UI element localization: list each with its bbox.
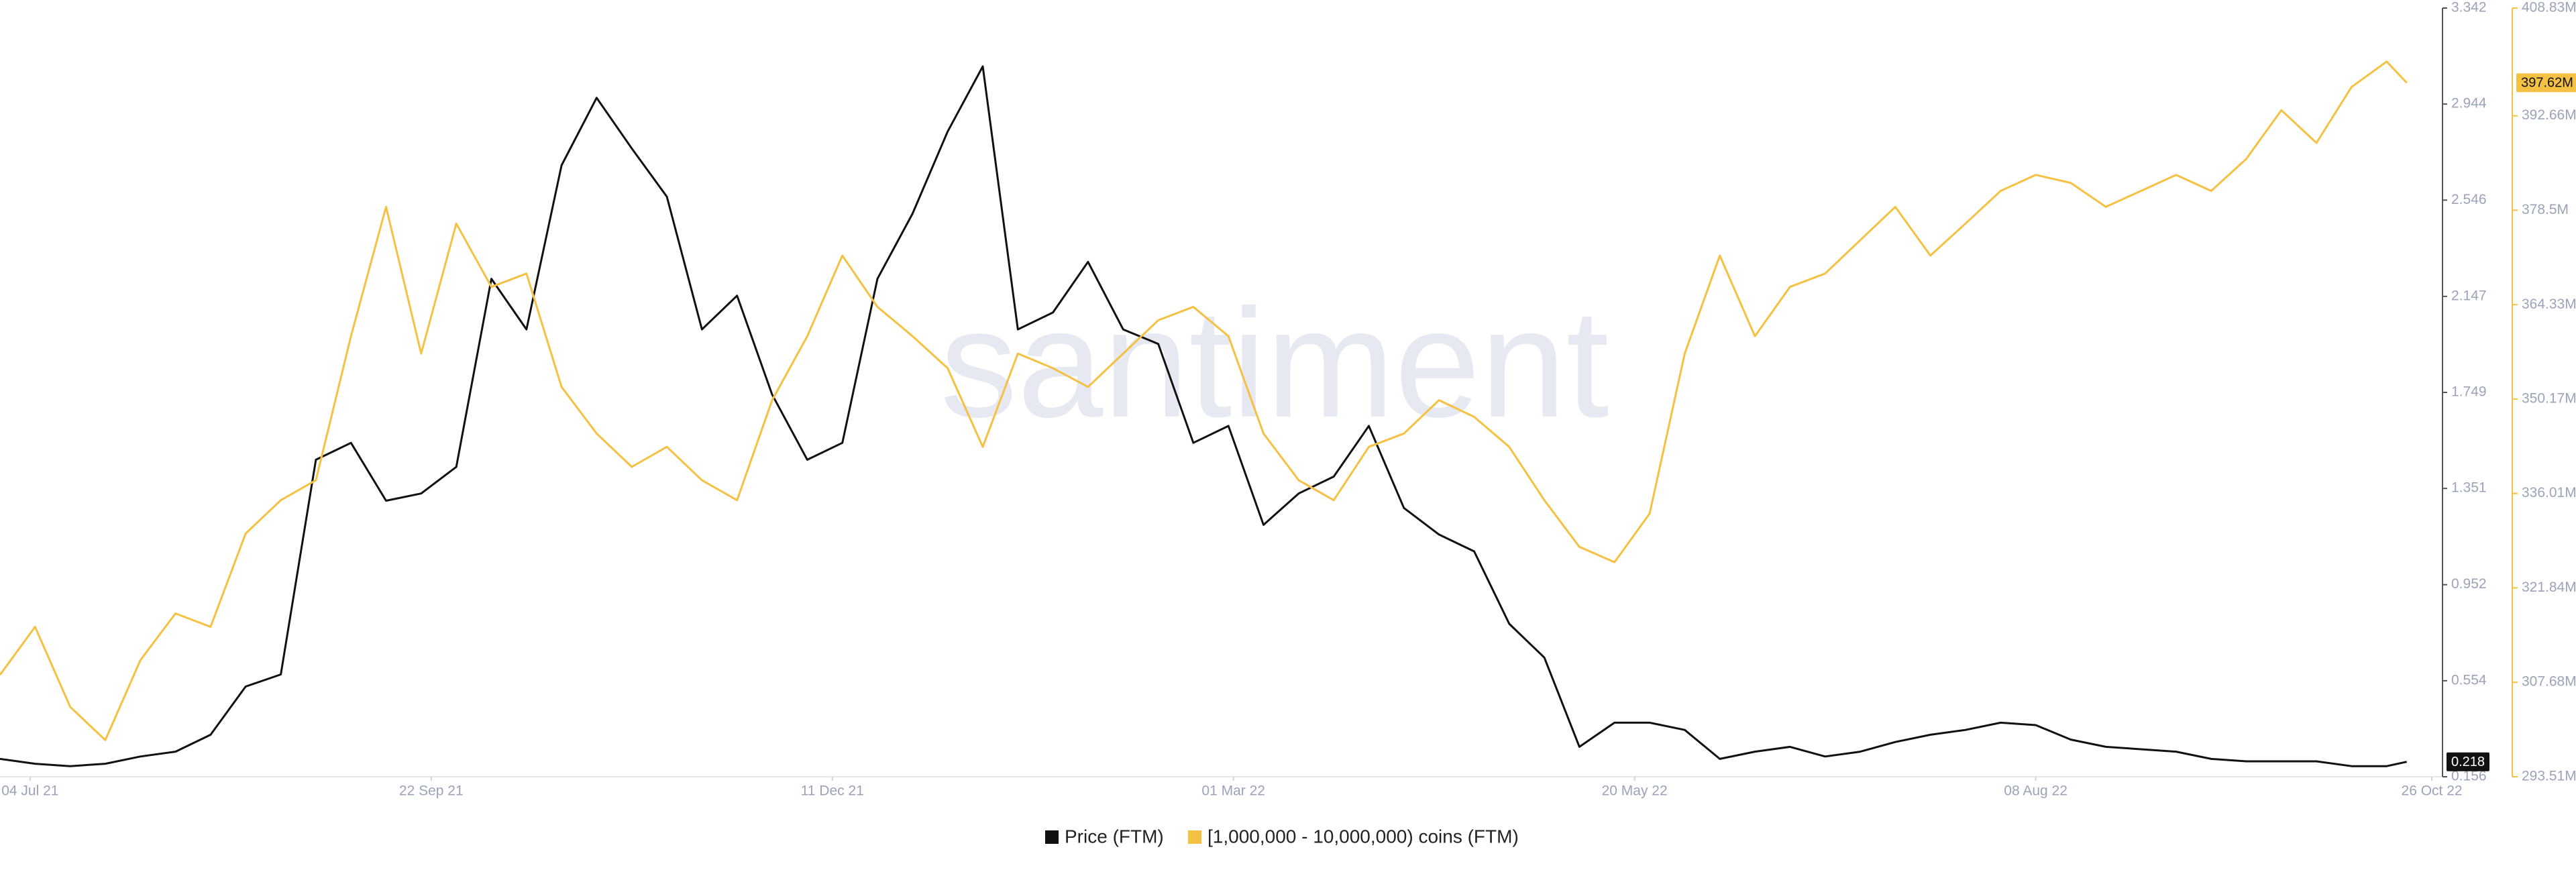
- series-line: [0, 60, 2408, 741]
- watermark: santiment: [940, 277, 1609, 449]
- y-tick-label: 1.351: [2451, 480, 2487, 496]
- legend-label: Price (FTM): [1065, 826, 1164, 847]
- y-tick-label: 2.147: [2451, 288, 2487, 303]
- y-tick-label: 2.546: [2451, 192, 2487, 207]
- y2-tick-label: 408.83M: [2522, 0, 2576, 15]
- y2-tick-label: 350.17M: [2522, 390, 2576, 406]
- x-tick-label: 26 Oct 22: [2402, 783, 2463, 799]
- series-line: [0, 65, 2408, 767]
- y-tick-label: 3.342: [2451, 0, 2487, 15]
- y2-tick-label: 321.84M: [2522, 580, 2576, 595]
- legend-swatch: [1045, 830, 1059, 844]
- x-tick-label: 20 May 22: [1602, 783, 1668, 799]
- y2-tick-label: 336.01M: [2522, 485, 2576, 500]
- legend-label: [1,000,000 - 10,000,000) coins (FTM): [1208, 826, 1519, 847]
- x-tick-label: 01 Mar 22: [1201, 783, 1265, 799]
- value-label: 397.62M: [2521, 76, 2573, 91]
- x-tick-label: 11 Dec 21: [801, 783, 864, 799]
- y2-tick-label: 364.33M: [2522, 296, 2576, 312]
- y-tick-label: 1.749: [2451, 384, 2487, 400]
- y2-tick-label: 307.68M: [2522, 674, 2576, 690]
- y2-tick-label: 392.66M: [2522, 107, 2576, 123]
- y-tick-label: 2.944: [2451, 96, 2487, 111]
- y-tick-label: 0.156: [2451, 769, 2487, 784]
- y-tick-label: 0.952: [2451, 576, 2487, 592]
- value-label: 0.218: [2451, 755, 2485, 769]
- value-label-box: [2516, 73, 2576, 93]
- x-tick-label: 04 Jul 21: [1, 783, 58, 799]
- legend-swatch: [1188, 830, 1201, 844]
- y2-tick-label: 378.5M: [2522, 202, 2569, 217]
- y-tick-label: 0.554: [2451, 672, 2487, 688]
- x-tick-label: 22 Sep 21: [399, 783, 464, 799]
- y2-tick-label: 293.51M: [2522, 769, 2576, 784]
- value-label-box: [2447, 752, 2489, 771]
- x-tick-label: 08 Aug 22: [2004, 783, 2068, 799]
